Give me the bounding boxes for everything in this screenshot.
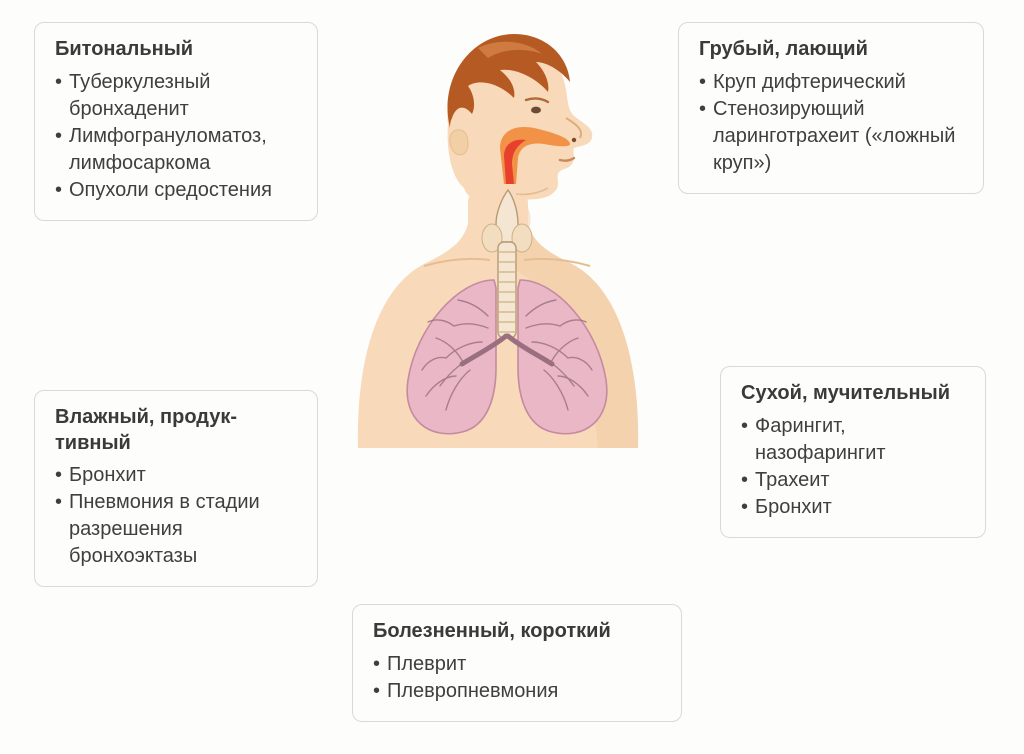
- card-painful: Болезненный, короткий Плеврит Плевропнев…: [352, 604, 682, 722]
- list-item: Лимфогрануломатоз, лимфосаркома: [55, 123, 299, 177]
- card-painful-title: Болезненный, короткий: [373, 619, 663, 645]
- card-dry-title: Сухой, мучительный: [741, 381, 967, 407]
- eye: [531, 107, 541, 114]
- anatomy-figure: [338, 28, 658, 448]
- card-painful-list: Плеврит Плевропневмония: [373, 651, 663, 705]
- list-item: Фарингит, назофарингит: [741, 413, 967, 467]
- list-item: Опухоли средостения: [55, 177, 299, 204]
- card-wet-title: Влажный, продук­тивный: [55, 405, 299, 456]
- card-dry-list: Фарингит, назофарингит Трахеит Бронхит: [741, 413, 967, 521]
- list-item: Туберкулезный бронхаденит: [55, 69, 299, 123]
- card-dry: Сухой, мучительный Фарингит, назофаринги…: [720, 366, 986, 538]
- anatomy-svg: [338, 28, 658, 448]
- card-wet: Влажный, продук­тивный Бронхит Пневмония…: [34, 390, 318, 587]
- card-wet-list: Бронхит Пневмония в стадии разрешения бр…: [55, 462, 299, 570]
- list-item: Трахеит: [741, 467, 967, 494]
- card-rough: Грубый, лающий Круп дифтерический Стеноз…: [678, 22, 984, 194]
- list-item: Пневмония в стадии разрешения бронхоэкта…: [55, 489, 299, 570]
- card-bitonal: Битональный Туберкулезный бронхаденит Ли…: [34, 22, 318, 221]
- card-bitonal-list: Туберкулезный бронхаденит Лимфогранулома…: [55, 69, 299, 204]
- card-rough-title: Грубый, лающий: [699, 37, 965, 63]
- list-item: Бронхит: [741, 494, 967, 521]
- list-item: Плеврит: [373, 651, 663, 678]
- trachea: [498, 242, 516, 338]
- nostril: [572, 138, 576, 142]
- list-item: Плевропневмония: [373, 678, 663, 705]
- list-item: Бронхит: [55, 462, 299, 489]
- card-bitonal-title: Битональный: [55, 37, 299, 63]
- list-item: Стенозирующий ларинготрахеит («ложный кр…: [699, 96, 965, 177]
- list-item: Круп дифтерический: [699, 69, 965, 96]
- card-rough-list: Круп дифтерический Стенозирующий ларинго…: [699, 69, 965, 177]
